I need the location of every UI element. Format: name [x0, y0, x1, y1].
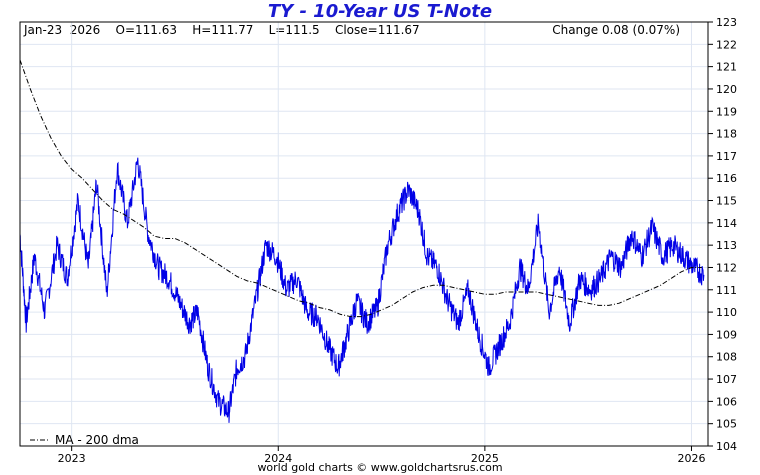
- x-tick-label: 2023: [58, 452, 86, 465]
- series-layer: [19, 59, 705, 423]
- y-tick-label: 111: [716, 284, 737, 297]
- x-tick-label: 2024: [264, 452, 292, 465]
- y-tick-label: 107: [716, 373, 737, 386]
- y-tick-label: 116: [716, 172, 737, 185]
- x-tick-label: 2025: [471, 452, 499, 465]
- x-tick-label: 2026: [677, 452, 705, 465]
- y-tick-label: 118: [716, 128, 737, 141]
- y-tick-label: 123: [716, 16, 737, 29]
- y-tick-label: 119: [716, 105, 737, 118]
- grid-lines: [20, 21, 708, 447]
- y-tick-label: 115: [716, 195, 737, 208]
- y-axis: 104 105 106 107 108 109 110 111 112 113 114 115 116 1…: [708, 16, 737, 453]
- y-tick-label: 112: [716, 261, 737, 274]
- change-readout: Change 0.08 (0.07%): [552, 23, 680, 37]
- y-tick-label: 109: [716, 328, 737, 341]
- y-tick-label: 122: [716, 38, 737, 51]
- legend: MA - 200 dma: [30, 433, 139, 447]
- chart-title: TY - 10-Year US T-Note: [267, 1, 493, 22]
- legend-label: MA - 200 dma: [55, 433, 139, 447]
- y-tick-label: 117: [716, 150, 737, 163]
- y-tick-label: 113: [716, 239, 737, 252]
- ohlc-stats: Jan-23 2026 O=111.63 H=111.77 L=111.5 Cl…: [24, 23, 420, 37]
- footer-credit: world gold charts © www.goldchartsrus.co…: [257, 461, 503, 474]
- y-tick-label: 104: [716, 440, 737, 453]
- ma-series-line: [19, 59, 702, 318]
- y-tick-label: 121: [716, 61, 737, 74]
- x-axis: 2023 2024 2025 2026: [58, 446, 705, 465]
- y-tick-label: 106: [716, 395, 737, 408]
- y-tick-label: 105: [716, 418, 737, 431]
- y-tick-label: 114: [716, 217, 737, 230]
- price-series-line: [19, 157, 705, 423]
- y-tick-label: 108: [716, 351, 737, 364]
- plot-frame: [19, 21, 709, 447]
- y-tick-label: 120: [716, 83, 737, 96]
- y-tick-label: 110: [716, 306, 737, 319]
